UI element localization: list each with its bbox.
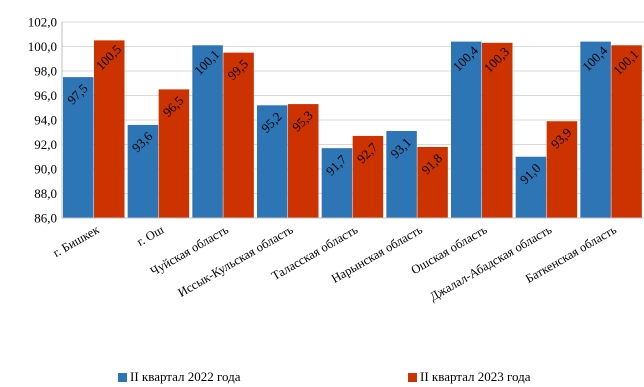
x-category-label: г. Ош — [134, 222, 166, 249]
y-axis-ticks: 86,0 88,0 90,0 92,0 94,0 96,0 98,0 100,0 102,0 — [28, 15, 57, 226]
y-tick-label: 100,0 — [28, 39, 57, 54]
legend-swatch-2023 — [408, 372, 417, 382]
legend-label-2023: II квартал 2023 года — [420, 369, 531, 384]
bar-2023 — [417, 146, 448, 218]
bar-2022 — [451, 41, 482, 218]
legend-label-2022: II квартал 2022 года — [130, 369, 241, 384]
bar-2023 — [223, 52, 254, 218]
y-tick-label: 102,0 — [28, 15, 57, 30]
legend-item-2022: II квартал 2022 года — [118, 369, 241, 385]
bar-2022 — [386, 131, 417, 218]
bar-2023 — [158, 89, 190, 218]
y-tick-label: 90,0 — [34, 162, 57, 177]
y-tick-label: 86,0 — [34, 211, 57, 226]
x-category-label: Иссык-Кульская область — [176, 222, 296, 299]
y-tick-label: 98,0 — [34, 64, 57, 79]
x-category-label: Джалал-Абадская область — [427, 222, 554, 303]
bar-2022 — [192, 45, 223, 219]
y-tick-label: 96,0 — [34, 88, 57, 103]
bar-2022 — [580, 41, 611, 218]
bars — [63, 40, 642, 219]
bar-2022 — [257, 105, 288, 218]
x-category-label: г. Бишкек — [50, 222, 102, 260]
axes — [61, 22, 644, 219]
bar-2023 — [482, 42, 513, 219]
bar-2023 — [288, 104, 319, 218]
bar-2022 — [321, 148, 353, 218]
legend: II квартал 2022 года II квартал 2023 год… — [118, 369, 588, 385]
bar-2023 — [94, 40, 125, 218]
y-tick-label: 92,0 — [34, 137, 57, 152]
bar-2022 — [127, 124, 159, 218]
bar-2023 — [611, 45, 642, 219]
y-tick-label: 94,0 — [34, 113, 57, 128]
bar-2023 — [546, 121, 578, 218]
y-tick-label: 88,0 — [34, 186, 57, 201]
bar-2022 — [63, 77, 94, 218]
bar-2023 — [352, 135, 384, 218]
legend-swatch-2022 — [118, 372, 127, 382]
bar-2022 — [515, 156, 547, 218]
legend-item-2023: II квартал 2023 года — [408, 369, 531, 385]
